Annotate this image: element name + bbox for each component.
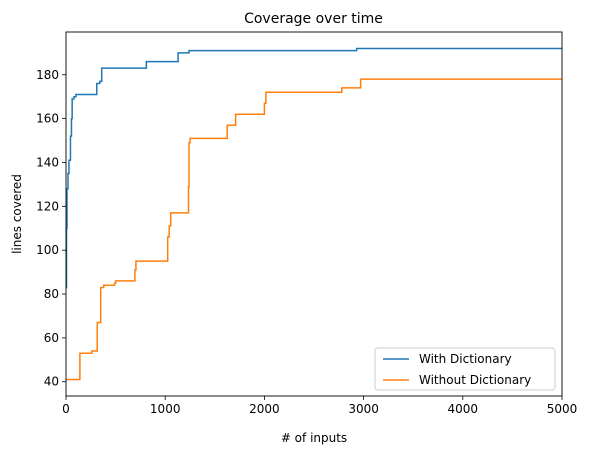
plot-frame: [65, 31, 563, 397]
x-tick-label: 0: [62, 402, 70, 416]
x-tick-label: 2000: [249, 402, 280, 416]
y-tick-label: 60: [44, 331, 59, 345]
y-axis: 40 60 80 100 120 140 160 180: [36, 68, 66, 389]
x-tick-label: 5000: [547, 402, 578, 416]
y-tick-label: 100: [36, 243, 59, 257]
y-tick-label: 140: [36, 155, 59, 169]
series-line-1: [65, 47, 562, 289]
y-tick-label: 120: [36, 199, 59, 213]
series-layer: [65, 47, 562, 381]
x-axis-label: # of inputs: [281, 431, 347, 445]
legend-label-2: Without Dictionary: [419, 373, 531, 387]
x-tick-label: 4000: [448, 402, 479, 416]
x-axis: 0 1000 2000 3000 4000 5000: [62, 396, 577, 416]
y-tick-label: 80: [44, 287, 59, 301]
legend: With Dictionary Without Dictionary: [374, 347, 556, 391]
chart-title: Coverage over time: [244, 11, 383, 27]
legend-box: [374, 347, 556, 391]
y-tick-label: 40: [44, 375, 59, 389]
legend-label-1: With Dictionary: [419, 352, 512, 366]
y-tick-label: 160: [36, 112, 59, 126]
y-tick-label: 180: [36, 68, 59, 82]
x-tick-label: 1000: [150, 402, 181, 416]
series-line-2: [66, 78, 562, 381]
x-tick-label: 3000: [348, 402, 379, 416]
y-axis-label: lines covered: [10, 174, 24, 254]
